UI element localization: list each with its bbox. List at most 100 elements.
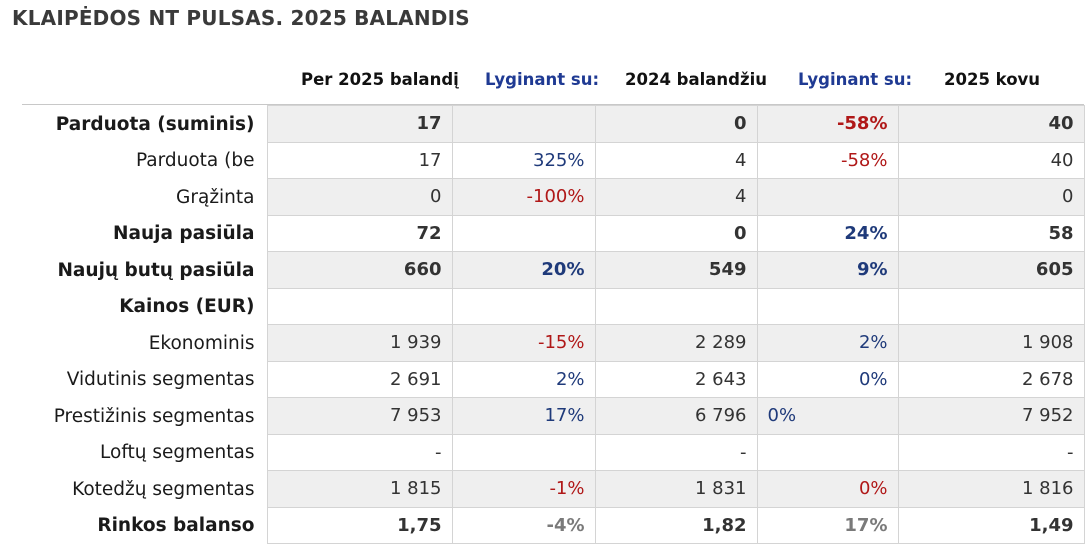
column-header-current-period: Per 2025 balandį: [301, 70, 459, 89]
change-cell: 20%: [451, 251, 596, 289]
table-row: Prestižinis segmentas 7 953 17% 6 796 0% 7 95…: [22, 397, 1085, 435]
value-cell: 58: [897, 214, 1085, 252]
change-cell: -15%: [451, 324, 596, 362]
value-cell: 72: [266, 214, 453, 252]
column-header-previous-month: 2025 kovu: [944, 70, 1041, 89]
row-label: Kotedžų segmentas: [22, 470, 267, 507]
change-cell: 24%: [756, 214, 899, 252]
change-cell: [451, 287, 596, 325]
change-cell: [451, 105, 596, 143]
change-cell: [756, 433, 899, 471]
row-label-text: Loftų segmentas: [100, 442, 255, 463]
table-row: Naujų butų pasiūla 660 20% 549 9% 605: [22, 251, 1085, 289]
value-cell: 0: [897, 178, 1085, 216]
value-cell: -: [897, 433, 1085, 471]
value-cell: 40: [897, 141, 1085, 179]
value-cell: 4: [594, 141, 758, 179]
change-cell: 2%: [451, 360, 596, 398]
change-cell: 9%: [756, 251, 899, 289]
value-cell: 7 952: [897, 397, 1085, 435]
row-label-text: Rinkos balanso: [97, 515, 255, 536]
row-label-text: Vidutinis segmentas: [66, 369, 255, 390]
value-cell: -: [594, 433, 758, 471]
table-row: Grąžinta 0 -100% 4 0: [22, 178, 1085, 216]
market-pulse-table: Parduota (suminis) 17 0 -58% 40 Parduota (be 1…: [22, 105, 1085, 544]
value-cell: [594, 287, 758, 325]
value-cell: 1 939: [266, 324, 453, 362]
row-label-text: Parduota (suminis): [55, 113, 255, 135]
change-cell: 0%: [756, 360, 899, 398]
row-label: Grąžinta: [22, 178, 267, 215]
value-cell: 1 815: [266, 470, 453, 508]
table-row: Loftų segmentas - - -: [22, 433, 1085, 471]
value-cell: 2 678: [897, 360, 1085, 398]
value-cell: 2 289: [594, 324, 758, 362]
value-cell: -: [266, 433, 453, 471]
row-label: Parduota (be: [22, 142, 267, 179]
row-label: Rinkos balanso: [22, 507, 267, 544]
row-label: Prestižinis segmentas: [22, 397, 267, 434]
value-cell: 17: [266, 141, 453, 179]
table-row: Parduota (be 17 325% 4 -58% 40: [22, 141, 1085, 179]
row-label-text: Prestižinis segmentas: [53, 405, 255, 427]
change-cell: -100%: [451, 178, 596, 216]
change-cell: -58%: [756, 141, 899, 179]
row-label: Vidutinis segmentas: [22, 361, 267, 398]
change-cell: [756, 178, 899, 216]
column-header-compare-label-1: Lyginant su:: [485, 70, 600, 89]
column-header-previous-year: 2024 balandžiu: [625, 70, 767, 89]
row-label-text: Kotedžų segmentas: [72, 478, 255, 500]
row-label: Kainos (EUR): [22, 288, 267, 325]
value-cell: 0: [594, 105, 758, 143]
table-row: Parduota (suminis) 17 0 -58% 40: [22, 105, 1085, 143]
table-row: Vidutinis segmentas 2 691 2% 2 643 0% 2 678: [22, 360, 1085, 398]
row-label: Nauja pasiūla: [22, 215, 267, 252]
value-cell: 1 831: [594, 470, 758, 508]
row-label: Naujų butų pasiūla: [22, 251, 267, 288]
value-cell: 1,82: [594, 506, 758, 544]
value-cell: 0: [266, 178, 453, 216]
table-row: Kotedžų segmentas 1 815 -1% 1 831 0% 1 816: [22, 470, 1085, 508]
table-row: Nauja pasiūla 72 0 24% 58: [22, 214, 1085, 252]
value-cell: 1 816: [897, 470, 1085, 508]
row-label-text: Ekonominis: [148, 332, 255, 354]
value-cell: 549: [594, 251, 758, 289]
value-cell: 17: [266, 105, 453, 143]
change-cell: 17%: [756, 506, 899, 544]
change-cell: 2%: [756, 324, 899, 362]
value-cell: [266, 287, 453, 325]
value-cell: 1,49: [897, 506, 1085, 544]
table-row: Ekonominis 1 939 -15% 2 289 2% 1 908: [22, 324, 1085, 362]
change-cell: -58%: [756, 105, 899, 143]
page-title: KLAIPĖDOS NT PULSAS. 2025 BALANDIS: [12, 6, 470, 30]
value-cell: 0: [594, 214, 758, 252]
value-cell: 1,75: [266, 506, 453, 544]
value-cell: 7 953: [266, 397, 453, 435]
row-label: Loftų segmentas: [22, 434, 267, 471]
column-header-compare-label-2: Lyginant su:: [798, 70, 913, 89]
change-cell: -4%: [451, 506, 596, 544]
row-label: Parduota (suminis): [22, 105, 267, 142]
row-label-text: Naujų butų pasiūla: [57, 259, 255, 281]
change-cell: 17%: [451, 397, 596, 435]
change-cell: -1%: [451, 470, 596, 508]
change-cell: [451, 214, 596, 252]
value-cell: 2 691: [266, 360, 453, 398]
table-row: Rinkos balanso 1,75 -4% 1,82 17% 1,49: [22, 506, 1085, 544]
row-label: Ekonominis: [22, 324, 267, 361]
change-cell: [451, 433, 596, 471]
value-cell: 4: [594, 178, 758, 216]
row-label-text: Grąžinta: [176, 186, 255, 208]
value-cell: 605: [897, 251, 1085, 289]
row-label-text: Parduota (be: [135, 150, 255, 171]
value-cell: 660: [266, 251, 453, 289]
value-cell: 6 796: [594, 397, 758, 435]
value-cell: 1 908: [897, 324, 1085, 362]
header-divider: [22, 104, 1084, 105]
row-label-text: Kainos (EUR): [119, 296, 255, 317]
change-cell: 0%: [756, 470, 899, 508]
row-label-text: Nauja pasiūla: [113, 223, 255, 244]
change-cell: [756, 287, 899, 325]
change-cell: 0%: [756, 397, 899, 435]
change-cell: 325%: [451, 141, 596, 179]
